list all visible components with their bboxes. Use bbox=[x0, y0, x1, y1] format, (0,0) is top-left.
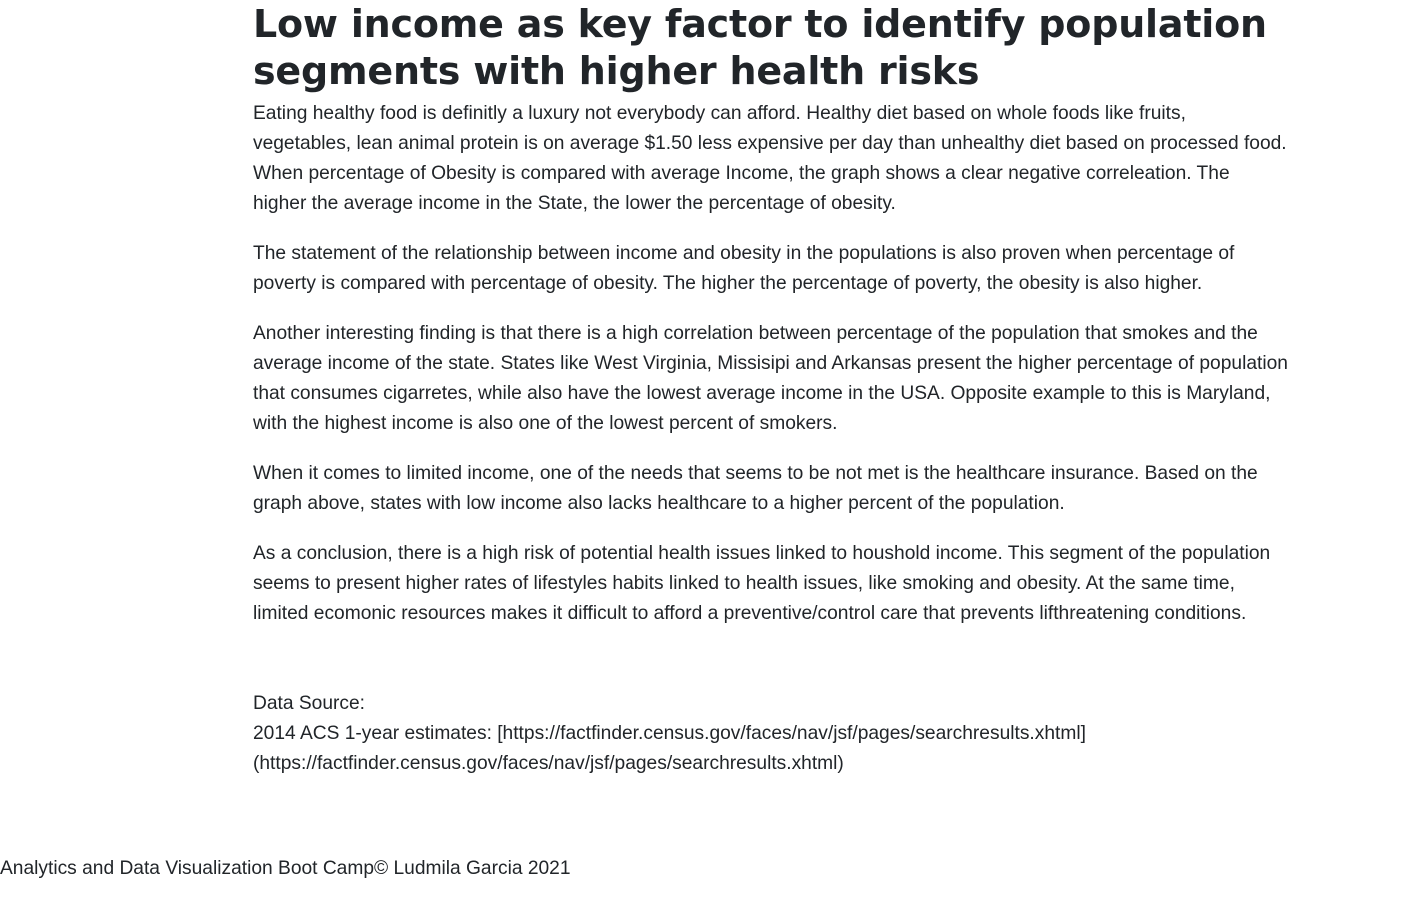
paragraph-smoking-income: Another interesting finding is that ther… bbox=[253, 323, 1288, 434]
paragraph-poverty-obesity: The statement of the relationship betwee… bbox=[253, 243, 1235, 294]
article-container: Low income as key factor to identify pop… bbox=[253, 0, 1288, 799]
data-source-label: Data Source: bbox=[253, 693, 365, 714]
data-source: Data Source: 2014 ACS 1-year estimates: … bbox=[253, 689, 1288, 779]
footer-copyright: Analytics and Data Visualization Boot Ca… bbox=[0, 858, 571, 879]
paragraph-income-obesity: Eating healthy food is definitly a luxur… bbox=[253, 103, 1287, 214]
data-source-text: 2014 ACS 1-year estimates: [https://fact… bbox=[253, 723, 1086, 774]
page-title: Low income as key factor to identify pop… bbox=[253, 2, 1267, 93]
paragraph-healthcare: When it comes to limited income, one of … bbox=[253, 463, 1258, 514]
paragraph-conclusion: As a conclusion, there is a high risk of… bbox=[253, 543, 1271, 624]
